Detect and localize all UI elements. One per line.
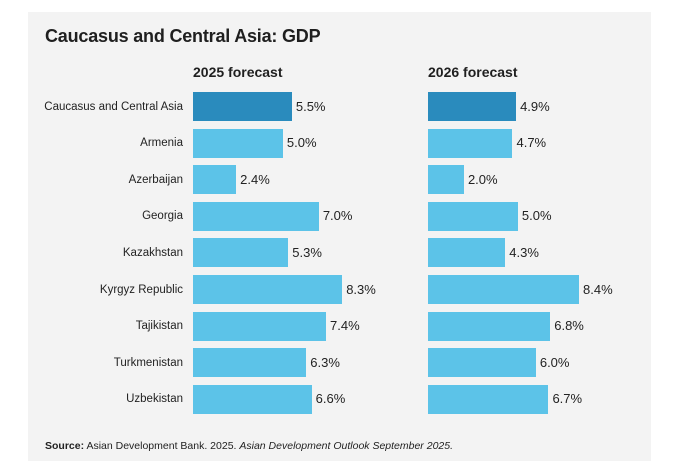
bar-2026-azerbaijan	[428, 165, 464, 195]
category-label-kazakhstan: Kazakhstan	[122, 246, 183, 259]
value-label-2025-uzbekistan: 6.6%	[315, 391, 346, 407]
bar-2026-kazakhstan	[428, 238, 506, 268]
source-label: Source:	[45, 440, 85, 452]
value-label-2026-caucasus-and-central-asia: 4.9%	[520, 98, 550, 114]
bar-2025-uzbekistan	[193, 384, 312, 414]
bar-2025-caucasus-and-central-asia	[193, 92, 292, 121]
value-label-2025-caucasus-and-central-asia: 5.5%	[295, 98, 326, 114]
category-label-turkmenistan: Turkmenistan	[113, 356, 183, 369]
value-label-2026-kazakhstan: 4.3%	[509, 244, 539, 260]
bar-2025-georgia	[193, 201, 319, 231]
bar-2025-tajikistan	[193, 311, 327, 341]
bar-2026-armenia	[428, 128, 513, 158]
value-label-2025-georgia: 7.0%	[322, 208, 353, 224]
value-label-2026-georgia: 5.0%	[521, 208, 552, 224]
bar-2025-armenia	[193, 128, 283, 158]
panel-title-2025: 2025 forecast	[193, 64, 283, 80]
source-note: Source: Asian Development Bank. 2025. As…	[45, 440, 453, 452]
value-label-2025-armenia: 5.0%	[286, 135, 317, 151]
bar-2026-kyrgyz-republic	[428, 275, 579, 304]
category-label-georgia: Georgia	[142, 210, 183, 223]
category-label-kyrgyz-republic: Kyrgyz Republic	[99, 283, 183, 296]
bar-2025-kazakhstan	[193, 238, 289, 268]
chart-card: Caucasus and Central Asia: GDP 2025 fore…	[28, 12, 651, 461]
value-label-2025-azerbaijan: 2.4%	[240, 171, 270, 187]
bar-2025-azerbaijan	[193, 165, 237, 195]
value-label-2025-turkmenistan: 6.3%	[310, 354, 340, 370]
bar-2026-caucasus-and-central-asia	[428, 92, 517, 121]
value-label-2026-tajikistan: 6.8%	[554, 318, 584, 334]
value-label-2026-armenia: 4.7%	[516, 135, 547, 151]
bar-2026-tajikistan	[428, 311, 551, 341]
bar-2026-turkmenistan	[428, 348, 536, 378]
source-publication: Asian Development Outlook September 2025…	[239, 440, 453, 452]
value-label-2026-kyrgyz-republic: 8.4%	[583, 281, 613, 297]
category-label-azerbaijan: Azerbaijan	[128, 173, 183, 186]
bar-2026-georgia	[428, 201, 518, 231]
value-label-2025-tajikistan: 7.4%	[330, 318, 360, 334]
panel-title-2026: 2026 forecast	[428, 64, 518, 80]
value-label-2026-azerbaijan: 2.0%	[467, 171, 498, 187]
category-label-armenia: Armenia	[140, 137, 183, 150]
value-label-2025-kazakhstan: 5.3%	[292, 244, 322, 260]
value-label-2026-uzbekistan: 6.7%	[552, 391, 583, 407]
bar-2026-uzbekistan	[428, 384, 549, 414]
chart-title: Caucasus and Central Asia: GDP	[45, 26, 321, 46]
source-text: Asian Development Bank. 2025.	[86, 440, 237, 452]
value-label-2025-kyrgyz-republic: 8.3%	[346, 281, 376, 297]
bar-2025-kyrgyz-republic	[193, 275, 343, 304]
category-label-caucasus-and-central-asia: Caucasus and Central Asia	[44, 100, 183, 113]
category-label-uzbekistan: Uzbekistan	[126, 393, 183, 406]
category-label-tajikistan: Tajikistan	[135, 320, 183, 333]
value-label-2026-turkmenistan: 6.0%	[539, 354, 570, 370]
bar-2025-turkmenistan	[193, 348, 307, 378]
